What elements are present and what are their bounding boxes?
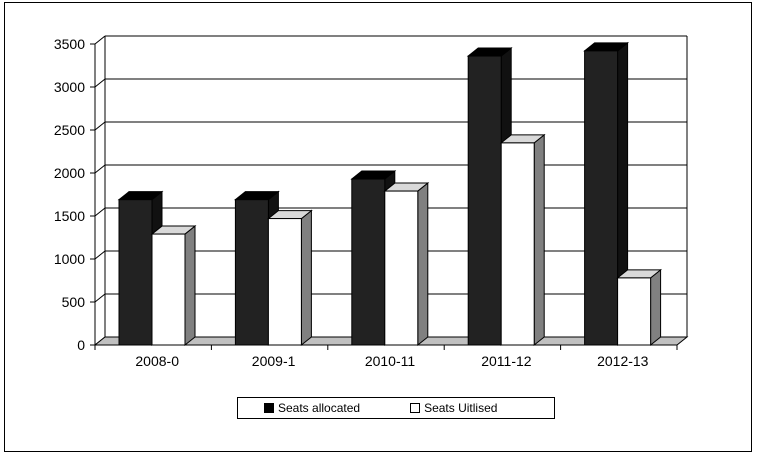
x-tick-label-3: 2011-12: [481, 353, 532, 369]
legend-swatch-seats-uitlised: [410, 403, 421, 413]
bar-seats-allocated-0: [118, 199, 153, 346]
bar-seats-allocated-1: [234, 199, 269, 346]
y-tick-label-2000: 2000: [54, 165, 85, 181]
side-wall-grid-500: [94, 293, 106, 303]
bar-side-seats-uitlised-4: [650, 268, 662, 347]
side-wall-grid-1500: [94, 207, 106, 217]
y-tick-label-1500: 1500: [54, 208, 85, 224]
y-tick-label-3000: 3000: [54, 79, 85, 95]
bar-side-seats-uitlised-1: [300, 209, 312, 347]
legend-item-seats-uitlised: Seats Uitlised: [410, 401, 497, 415]
bar-side-seats-uitlised-2: [417, 182, 429, 347]
bar-side-seats-uitlised-3: [533, 133, 545, 347]
x-tick-label-0: 2008-0: [135, 353, 179, 369]
x-tick-label-2: 2010-11: [365, 353, 416, 369]
bar-seats-allocated-4: [584, 50, 619, 346]
y-tick-label-1000: 1000: [54, 251, 85, 267]
legend-item-seats-allocated: Seats allocated: [264, 401, 360, 415]
bar-seats-uitlised-1: [267, 218, 302, 346]
bar-seats-allocated-2: [351, 178, 386, 346]
x-tick-label-1: 2009-1: [252, 353, 296, 369]
side-wall-grid-2000: [94, 164, 106, 174]
side-wall-grid-3500: [94, 35, 106, 45]
legend-label-seats-allocated: Seats allocated: [278, 401, 361, 415]
bar-seats-allocated-3: [467, 55, 502, 346]
bar-seats-uitlised-4: [617, 277, 652, 346]
y-tick-label-2500: 2500: [54, 122, 85, 138]
y-tick-label-0: 0: [77, 337, 85, 353]
side-wall-grid-3000: [94, 78, 106, 88]
x-tick-label-4: 2012-13: [597, 353, 649, 369]
bar-seats-uitlised-0: [151, 233, 186, 346]
bar-side-seats-uitlised-0: [184, 225, 196, 347]
bar-seats-uitlised-2: [384, 190, 419, 346]
legend-label-seats-uitlised: Seats Uitlised: [424, 401, 498, 415]
chart-legend: Seats allocated Seats Uitlised: [237, 397, 555, 419]
side-wall-grid-2500: [94, 121, 106, 131]
legend-swatch-seats-allocated: [264, 403, 274, 413]
y-tick-label-500: 500: [62, 294, 86, 310]
y-tick-label-3500: 3500: [54, 36, 85, 52]
side-wall-grid-1000: [94, 250, 106, 260]
bar-seats-uitlised-3: [500, 142, 535, 346]
